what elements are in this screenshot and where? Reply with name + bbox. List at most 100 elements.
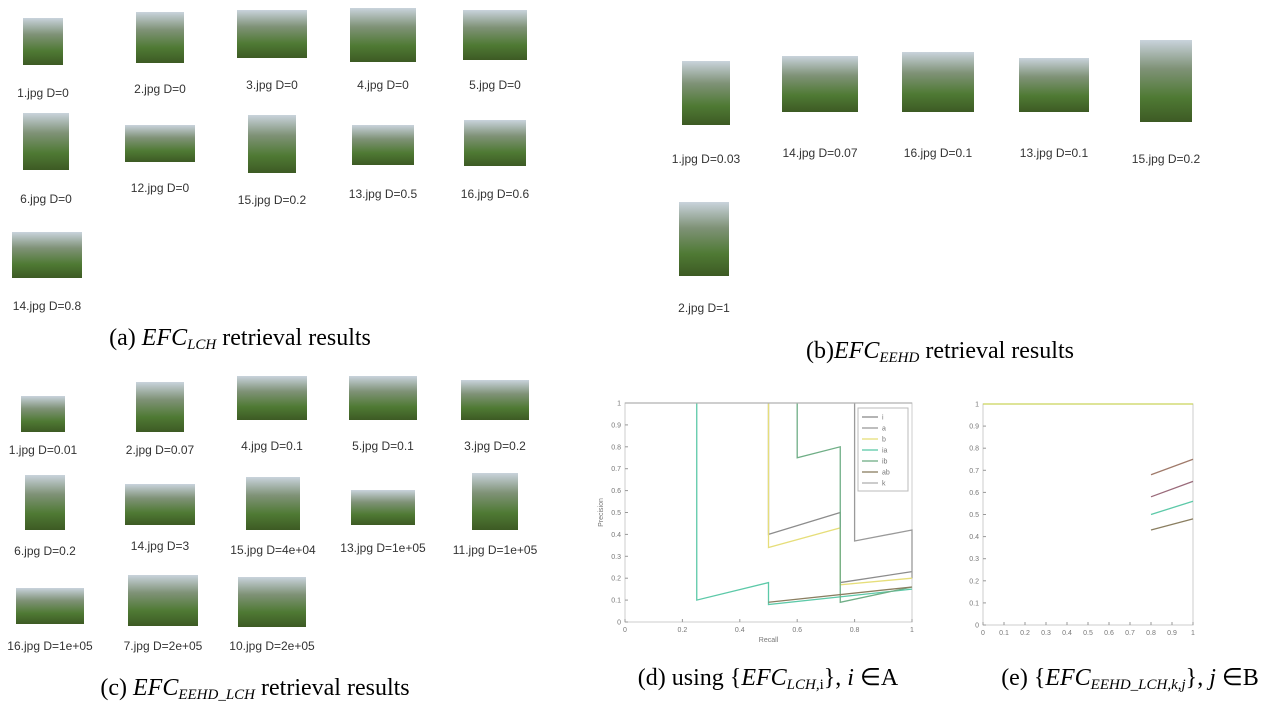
- series-line: [1151, 501, 1193, 514]
- x-tick-label: 0.3: [1041, 630, 1051, 637]
- image-label: 3.jpg D=0: [246, 78, 298, 92]
- y-tick-label: 0.2: [969, 578, 979, 585]
- thumbnail: [350, 8, 416, 62]
- thumbnail: [463, 10, 527, 60]
- x-tick-label: 0.5: [1083, 630, 1093, 637]
- thumbnail: [1140, 40, 1192, 122]
- x-tick-label: 0.4: [735, 627, 745, 634]
- x-axis-label: Recall: [759, 637, 779, 644]
- caption-part: EFC: [833, 338, 880, 364]
- y-tick-label: 0.5: [969, 512, 979, 519]
- legend-label: ab: [882, 470, 890, 477]
- caption-part: },: [824, 665, 848, 691]
- x-tick-label: 0: [981, 630, 985, 637]
- caption-part: EFC: [141, 325, 188, 351]
- y-tick-label: 0.5: [611, 510, 621, 517]
- series-line: [1151, 481, 1193, 496]
- caption-part: EEHD_LCH,k,j: [1090, 677, 1186, 693]
- image-label: 6.jpg D=0: [20, 192, 72, 206]
- caption-part: (d) using {: [638, 665, 742, 691]
- image-label: 16.jpg D=0.1: [904, 146, 973, 160]
- x-tick-label: 0.1: [999, 630, 1009, 637]
- caption-part: EFC: [132, 675, 179, 701]
- y-tick-label: 0.6: [969, 490, 979, 497]
- image-label: 15.jpg D=0.2: [238, 193, 307, 207]
- image-label: 14.jpg D=3: [131, 539, 190, 553]
- thumbnail: [136, 382, 184, 432]
- figure: 1.jpg D=02.jpg D=03.jpg D=04.jpg D=05.jp…: [0, 0, 1287, 704]
- thumbnail: [237, 376, 307, 420]
- thumbnail: [12, 232, 82, 278]
- series-line: [1151, 519, 1193, 530]
- thumbnail: [136, 12, 184, 63]
- x-tick-label: 0.4: [1062, 630, 1072, 637]
- thumbnail: [352, 125, 414, 165]
- image-label: 14.jpg D=0.8: [13, 299, 82, 313]
- image-label: 5.jpg D=0.1: [352, 439, 414, 453]
- thumbnail: [902, 52, 974, 112]
- thumbnail: [246, 477, 300, 530]
- thumbnail: [464, 120, 526, 166]
- caption-part: },: [1186, 665, 1210, 691]
- image-label: 1.jpg D=0.01: [9, 443, 78, 457]
- thumbnail: [472, 473, 518, 530]
- y-axis-label: Precision: [598, 498, 605, 527]
- caption-part: retrieval results: [255, 675, 410, 701]
- caption-part: EEHD_LCH: [177, 687, 256, 703]
- caption: (e) {EFCEEHD_LCH,k,j}, j ∈B: [1001, 665, 1259, 693]
- y-tick-label: 0.9: [969, 424, 979, 431]
- thumbnail: [25, 475, 65, 530]
- caption-part: (e) {: [1001, 665, 1045, 691]
- legend-label: b: [882, 437, 886, 444]
- thumbnail: [782, 56, 858, 112]
- y-tick-label: 0: [975, 623, 979, 630]
- image-label: 6.jpg D=0.2: [14, 544, 76, 558]
- y-tick-label: 0.7: [611, 466, 621, 473]
- y-tick-label: 0.4: [969, 534, 979, 541]
- caption-part: EFC: [740, 665, 787, 691]
- x-tick-label: 0.2: [1020, 630, 1030, 637]
- image-label: 12.jpg D=0: [131, 181, 190, 195]
- y-tick-label: 0.3: [969, 556, 979, 563]
- thumbnail: [351, 490, 415, 525]
- caption: (a) EFCLCH retrieval results: [109, 325, 371, 353]
- image-label: 13.jpg D=1e+05: [340, 541, 426, 555]
- caption-part: (b): [806, 338, 834, 364]
- thumbnail: [461, 380, 529, 420]
- image-label: 16.jpg D=1e+05: [7, 639, 93, 653]
- x-tick-label: 0.2: [678, 627, 688, 634]
- caption-part: (c): [100, 675, 133, 701]
- image-label: 16.jpg D=0.6: [461, 187, 530, 201]
- x-tick-label: 0.8: [1146, 630, 1156, 637]
- thumbnail: [237, 10, 307, 58]
- caption-part: LCH: [186, 337, 217, 353]
- image-label: 4.jpg D=0: [357, 78, 409, 92]
- thumbnail: [21, 396, 65, 432]
- image-label: 4.jpg D=0.1: [241, 439, 303, 453]
- caption: (b)EFCEEHD retrieval results: [806, 338, 1074, 366]
- thumbnail: [248, 115, 296, 173]
- thumbnail: [128, 575, 198, 626]
- y-tick-label: 1: [617, 401, 621, 408]
- image-label: 14.jpg D=0.07: [782, 146, 857, 160]
- y-tick-label: 0.6: [611, 488, 621, 495]
- plot-frame: [983, 404, 1193, 625]
- x-tick-label: 0.6: [1104, 630, 1114, 637]
- legend-label: ib: [882, 459, 888, 466]
- thumbnail: [238, 577, 306, 627]
- x-tick-label: 0: [623, 627, 627, 634]
- caption-part: EEHD: [878, 350, 919, 366]
- x-tick-label: 0.6: [792, 627, 802, 634]
- caption-part: (a): [109, 325, 142, 351]
- x-tick-label: 1: [910, 627, 914, 634]
- y-tick-label: 0: [617, 620, 621, 627]
- caption-part: LCH,: [786, 677, 820, 693]
- y-tick-label: 0.8: [611, 444, 621, 451]
- legend-label: a: [882, 426, 886, 433]
- image-label: 2.jpg D=0: [134, 82, 186, 96]
- series-line: [1151, 459, 1193, 474]
- caption-part: EFC: [1044, 665, 1091, 691]
- y-tick-label: 0.1: [611, 598, 621, 605]
- image-label: 13.jpg D=0.1: [1020, 146, 1089, 160]
- legend-label: k: [882, 481, 886, 488]
